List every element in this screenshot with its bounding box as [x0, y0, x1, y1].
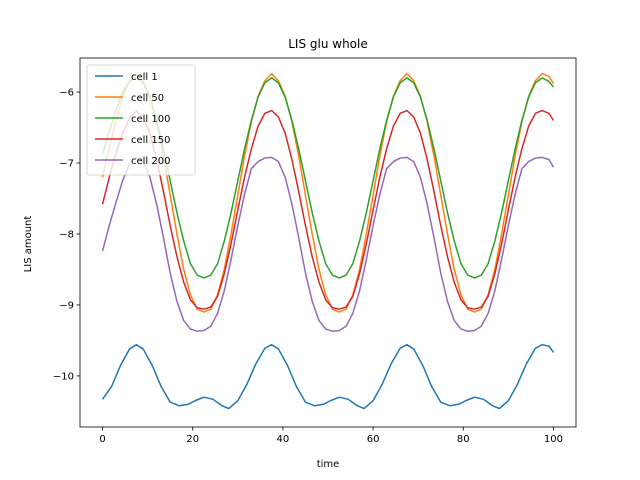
y-tick-label: −6 [59, 88, 74, 99]
x-axis-label: time [317, 459, 340, 470]
axes-frame [79, 57, 577, 428]
y-tick-label: −8 [59, 229, 74, 240]
x-tick-label: 100 [544, 434, 563, 445]
series-line-cell-50 [101, 72, 555, 313]
y-tick-label: −9 [59, 300, 74, 311]
legend-label-cell-200: cell 200 [131, 156, 170, 167]
x-tick-label: 20 [186, 434, 199, 445]
series-line-cell-100 [101, 77, 555, 279]
legend-label-cell-100: cell 100 [131, 114, 170, 125]
legend-box [86, 64, 196, 176]
x-tick-label: 0 [99, 434, 105, 445]
x-tick-label: 60 [367, 434, 380, 445]
legend-label-cell-150: cell 150 [131, 135, 170, 146]
x-tick-label: 80 [457, 434, 470, 445]
legend-label-cell-1: cell 1 [131, 72, 158, 83]
series-line-cell-1 [101, 343, 555, 410]
series-line-cell-150 [101, 109, 555, 310]
y-tick-label: −10 [53, 371, 74, 382]
legend-label-cell-50: cell 50 [131, 93, 164, 104]
y-axis-label: LIS amount [23, 216, 34, 273]
series-line-cell-200 [101, 156, 555, 332]
x-tick-label: 40 [277, 434, 290, 445]
chart-title: LIS glu whole [288, 37, 368, 51]
y-tick-label: −7 [59, 159, 74, 170]
legend: cell 1 cell 50 cell 100 cell 150 cell 200 [86, 64, 196, 176]
